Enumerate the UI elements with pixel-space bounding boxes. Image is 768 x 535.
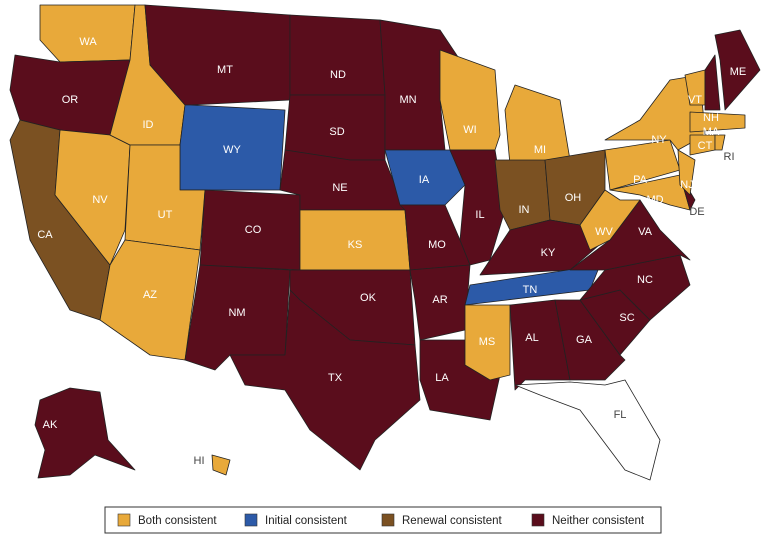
state-label: HI: [194, 455, 205, 467]
state-shape: [211, 454, 231, 476]
state-label: FL: [614, 409, 627, 421]
state-shape: [579, 189, 641, 251]
state-shape: [384, 149, 466, 206]
state-label: PA: [633, 174, 648, 186]
legend-label: Initial consistent: [265, 515, 348, 527]
state-label: IN: [519, 204, 530, 216]
state-shape: [99, 239, 201, 361]
state-shape: [494, 159, 551, 231]
state-label: MO: [428, 239, 446, 251]
state-label: AZ: [143, 289, 157, 301]
state-label: NH: [703, 112, 719, 124]
state-shape: [229, 289, 421, 471]
state-label: SC: [619, 312, 634, 324]
state-label: MN: [399, 94, 416, 106]
state-shape: [289, 14, 386, 96]
state-label: OR: [62, 94, 79, 106]
state-labels: WA OR CA NV ID MT WY UT AZ CO NM ND SD NE KS OK TX MN IA MO…: [37, 36, 746, 467]
state-label: OK: [360, 292, 377, 304]
state-shape: [609, 174, 691, 211]
state-shape: [409, 264, 471, 341]
legend-label: Neither consistent: [552, 515, 645, 527]
state-label: AK: [43, 419, 58, 431]
state-label: DE: [689, 206, 704, 218]
state-label: CT: [698, 140, 713, 152]
state-label: IA: [419, 174, 430, 186]
state-label: AR: [432, 294, 447, 306]
state-label: ME: [730, 66, 747, 78]
legend-swatch: [117, 513, 131, 527]
state-label: OH: [565, 192, 582, 204]
state-shape: [714, 134, 726, 151]
state-label: NC: [637, 274, 653, 286]
state-label: LA: [435, 372, 449, 384]
state-label: RI: [724, 151, 735, 163]
state-label: MA: [703, 126, 720, 138]
state-label: WV: [595, 226, 613, 238]
state-label: IL: [475, 209, 484, 221]
state-shape: [514, 379, 661, 481]
state-shape: [714, 29, 761, 111]
state-label: GA: [576, 334, 593, 346]
state-label: TX: [328, 372, 343, 384]
state-shape: [509, 299, 571, 391]
state-label: MT: [217, 64, 233, 76]
state-label: NE: [332, 182, 347, 194]
state-shape: [464, 304, 511, 381]
legend-swatch: [531, 513, 545, 527]
state-label: NJ: [680, 179, 693, 191]
legend: Both consistent Initial consistent Renewal…: [117, 513, 645, 527]
state-shape: [689, 111, 746, 133]
state-label: ND: [330, 69, 346, 81]
state-label: MS: [479, 336, 496, 348]
state-label: WA: [79, 36, 97, 48]
state-label: VT: [688, 94, 702, 106]
state-shape: [34, 387, 136, 479]
state-label: NY: [651, 134, 667, 146]
state-label: SD: [329, 126, 344, 138]
state-label: WI: [463, 124, 476, 136]
legend-swatch: [381, 513, 395, 527]
state-label: CA: [37, 229, 53, 241]
state-label: KY: [541, 247, 556, 259]
legend-label: Both consistent: [138, 515, 217, 527]
state-label: NM: [228, 307, 245, 319]
state-shape: [399, 204, 471, 271]
state-label: MI: [534, 144, 546, 156]
state-label: AL: [525, 332, 538, 344]
states: [9, 4, 761, 481]
state-shape: [39, 4, 136, 63]
state-label: ID: [143, 119, 154, 131]
state-label: VA: [638, 226, 653, 238]
state-label: KS: [348, 239, 363, 251]
state-label: CO: [245, 224, 262, 236]
legend-swatch: [244, 513, 258, 527]
legend-label: Renewal consistent: [402, 515, 503, 527]
state-shape: [677, 149, 696, 196]
state-label: MD: [646, 194, 663, 206]
state-label: WY: [223, 144, 241, 156]
state-shape: [704, 54, 721, 111]
state-label: NV: [92, 194, 108, 206]
state-label: TN: [523, 284, 538, 296]
state-label: UT: [158, 209, 173, 221]
